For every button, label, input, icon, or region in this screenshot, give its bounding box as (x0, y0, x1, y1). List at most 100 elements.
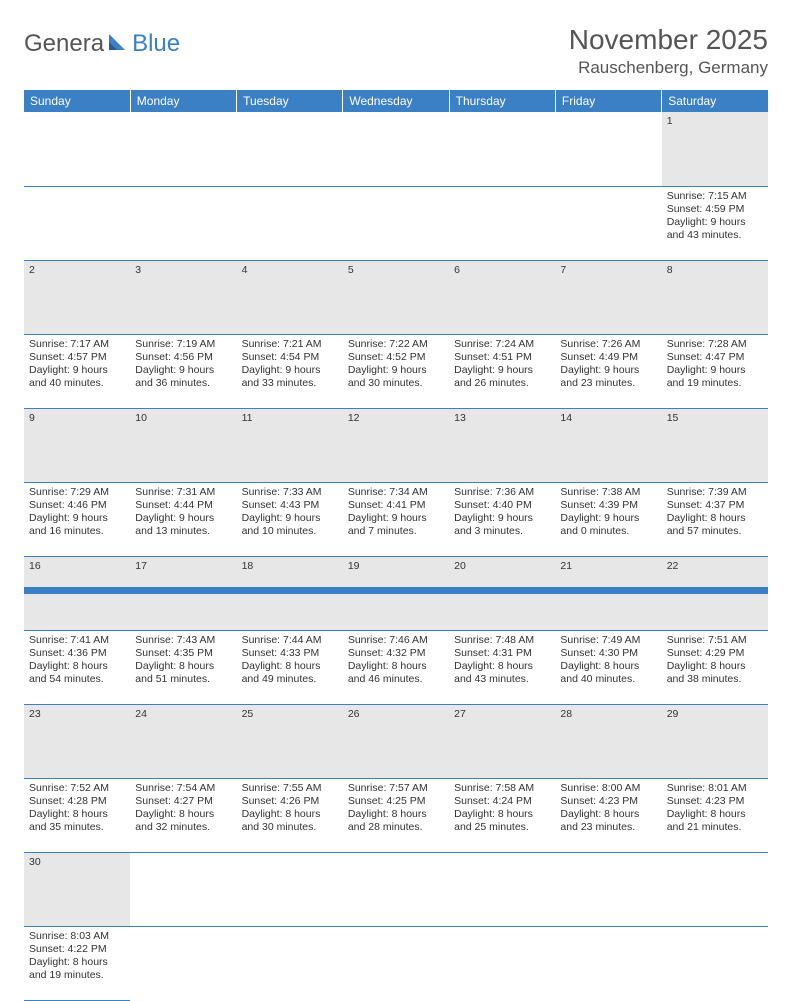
day-ss: Sunset: 4:47 PM (667, 351, 763, 364)
day-number-cell (662, 852, 768, 926)
day-dl2: and 35 minutes. (29, 821, 125, 834)
calendar-table: SundayMondayTuesdayWednesdayThursdayFrid… (24, 90, 768, 1001)
day-body-cell (555, 186, 661, 260)
day-dl1: Daylight: 8 hours (29, 956, 125, 969)
day-body-row: Sunrise: 7:29 AMSunset: 4:46 PMDaylight:… (24, 482, 768, 556)
day-dl1: Daylight: 8 hours (348, 660, 444, 673)
day-ss: Sunset: 4:59 PM (667, 203, 763, 216)
day-ss: Sunset: 4:52 PM (348, 351, 444, 364)
day-sr: Sunrise: 7:21 AM (242, 338, 338, 351)
day-dl2: and 30 minutes. (348, 377, 444, 390)
day-number-cell: 11 (237, 408, 343, 482)
day-body-cell: Sunrise: 7:51 AMSunset: 4:29 PMDaylight:… (662, 630, 768, 704)
day-number-cell: 6 (449, 260, 555, 334)
day-sr: Sunrise: 7:38 AM (560, 486, 656, 499)
day-ss: Sunset: 4:24 PM (454, 795, 550, 808)
day-ss: Sunset: 4:28 PM (29, 795, 125, 808)
day-ss: Sunset: 4:30 PM (560, 647, 656, 660)
location: Rauschenberg, Germany (569, 58, 768, 78)
day-body-cell: Sunrise: 7:49 AMSunset: 4:30 PMDaylight:… (555, 630, 661, 704)
day-dl2: and 40 minutes. (29, 377, 125, 390)
day-number-cell: 30 (24, 852, 130, 926)
day-ss: Sunset: 4:35 PM (135, 647, 231, 660)
day-number-cell: 25 (237, 704, 343, 778)
day-dl2: and 54 minutes. (29, 673, 125, 686)
day-dl2: and 19 minutes. (667, 377, 763, 390)
day-number-cell: 24 (130, 704, 236, 778)
day-ss: Sunset: 4:33 PM (242, 647, 338, 660)
day-dl1: Daylight: 9 hours (348, 512, 444, 525)
day-body-cell: Sunrise: 7:39 AMSunset: 4:37 PMDaylight:… (662, 482, 768, 556)
day-body-cell: Sunrise: 7:58 AMSunset: 4:24 PMDaylight:… (449, 778, 555, 852)
day-dl1: Daylight: 9 hours (135, 512, 231, 525)
day-number-cell: 27 (449, 704, 555, 778)
day-dl2: and 33 minutes. (242, 377, 338, 390)
day-sr: Sunrise: 7:44 AM (242, 634, 338, 647)
day-number-row: 1 (24, 112, 768, 186)
day-dl1: Daylight: 8 hours (29, 660, 125, 673)
day-body-cell: Sunrise: 7:41 AMSunset: 4:36 PMDaylight:… (24, 630, 130, 704)
day-body-cell: Sunrise: 7:43 AMSunset: 4:35 PMDaylight:… (130, 630, 236, 704)
day-number-cell: 1 (662, 112, 768, 186)
day-dl1: Daylight: 8 hours (667, 512, 763, 525)
day-ss: Sunset: 4:44 PM (135, 499, 231, 512)
day-number-cell: 12 (343, 408, 449, 482)
day-body-row: Sunrise: 7:52 AMSunset: 4:28 PMDaylight:… (24, 778, 768, 852)
day-number-cell: 2 (24, 260, 130, 334)
day-number-cell (343, 112, 449, 186)
weekday-header: Friday (555, 90, 661, 112)
day-ss: Sunset: 4:39 PM (560, 499, 656, 512)
day-ss: Sunset: 4:23 PM (667, 795, 763, 808)
day-body-cell (343, 186, 449, 260)
weekday-header: Thursday (449, 90, 555, 112)
day-dl1: Daylight: 9 hours (29, 364, 125, 377)
day-ss: Sunset: 4:26 PM (242, 795, 338, 808)
day-ss: Sunset: 4:31 PM (454, 647, 550, 660)
day-dl2: and 28 minutes. (348, 821, 444, 834)
day-ss: Sunset: 4:54 PM (242, 351, 338, 364)
logo-sail-icon (107, 32, 129, 57)
day-dl1: Daylight: 9 hours (667, 216, 763, 229)
day-body-cell (130, 186, 236, 260)
day-ss: Sunset: 4:56 PM (135, 351, 231, 364)
day-ss: Sunset: 4:36 PM (29, 647, 125, 660)
day-ss: Sunset: 4:29 PM (667, 647, 763, 660)
day-dl1: Daylight: 9 hours (454, 364, 550, 377)
weekday-header: Tuesday (237, 90, 343, 112)
day-body-cell: Sunrise: 8:01 AMSunset: 4:23 PMDaylight:… (662, 778, 768, 852)
day-sr: Sunrise: 7:28 AM (667, 338, 763, 351)
day-number-cell: 15 (662, 408, 768, 482)
day-ss: Sunset: 4:41 PM (348, 499, 444, 512)
day-sr: Sunrise: 7:54 AM (135, 782, 231, 795)
day-dl2: and 43 minutes. (667, 229, 763, 242)
day-dl1: Daylight: 8 hours (454, 660, 550, 673)
day-body-cell: Sunrise: 8:00 AMSunset: 4:23 PMDaylight:… (555, 778, 661, 852)
day-ss: Sunset: 4:25 PM (348, 795, 444, 808)
day-body-row: Sunrise: 7:17 AMSunset: 4:57 PMDaylight:… (24, 334, 768, 408)
bottom-accent-bar (24, 587, 768, 594)
day-dl2: and 21 minutes. (667, 821, 763, 834)
day-dl2: and 23 minutes. (560, 377, 656, 390)
day-sr: Sunrise: 7:36 AM (454, 486, 550, 499)
day-body-cell: Sunrise: 7:21 AMSunset: 4:54 PMDaylight:… (237, 334, 343, 408)
day-sr: Sunrise: 7:34 AM (348, 486, 444, 499)
day-dl2: and 38 minutes. (667, 673, 763, 686)
day-body-cell: Sunrise: 7:36 AMSunset: 4:40 PMDaylight:… (449, 482, 555, 556)
day-ss: Sunset: 4:27 PM (135, 795, 231, 808)
day-dl1: Daylight: 8 hours (560, 808, 656, 821)
day-number-cell (555, 112, 661, 186)
day-ss: Sunset: 4:49 PM (560, 351, 656, 364)
day-number-cell (237, 852, 343, 926)
day-dl2: and 57 minutes. (667, 525, 763, 538)
logo-text-part2: Blue (132, 30, 180, 58)
day-dl1: Daylight: 8 hours (667, 808, 763, 821)
day-number-row: 2345678 (24, 260, 768, 334)
day-body-cell: Sunrise: 7:24 AMSunset: 4:51 PMDaylight:… (449, 334, 555, 408)
day-body-cell: Sunrise: 7:28 AMSunset: 4:47 PMDaylight:… (662, 334, 768, 408)
day-number-cell: 7 (555, 260, 661, 334)
day-sr: Sunrise: 7:48 AM (454, 634, 550, 647)
day-sr: Sunrise: 7:51 AM (667, 634, 763, 647)
day-dl1: Daylight: 8 hours (242, 808, 338, 821)
day-sr: Sunrise: 7:29 AM (29, 486, 125, 499)
day-dl1: Daylight: 9 hours (242, 512, 338, 525)
